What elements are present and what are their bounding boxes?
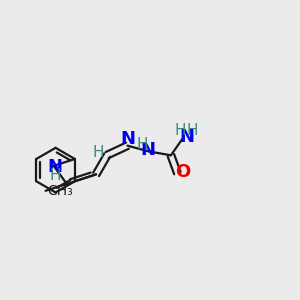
Text: O: O: [175, 164, 190, 181]
Text: H: H: [50, 168, 61, 183]
Text: N: N: [120, 130, 135, 148]
Text: H: H: [175, 123, 186, 138]
Text: H: H: [136, 137, 148, 152]
Text: N: N: [140, 141, 155, 159]
Text: N: N: [179, 128, 194, 146]
Text: N: N: [48, 158, 63, 176]
Text: CH₃: CH₃: [47, 184, 73, 198]
Text: H: H: [187, 123, 198, 138]
Text: H: H: [93, 145, 104, 160]
